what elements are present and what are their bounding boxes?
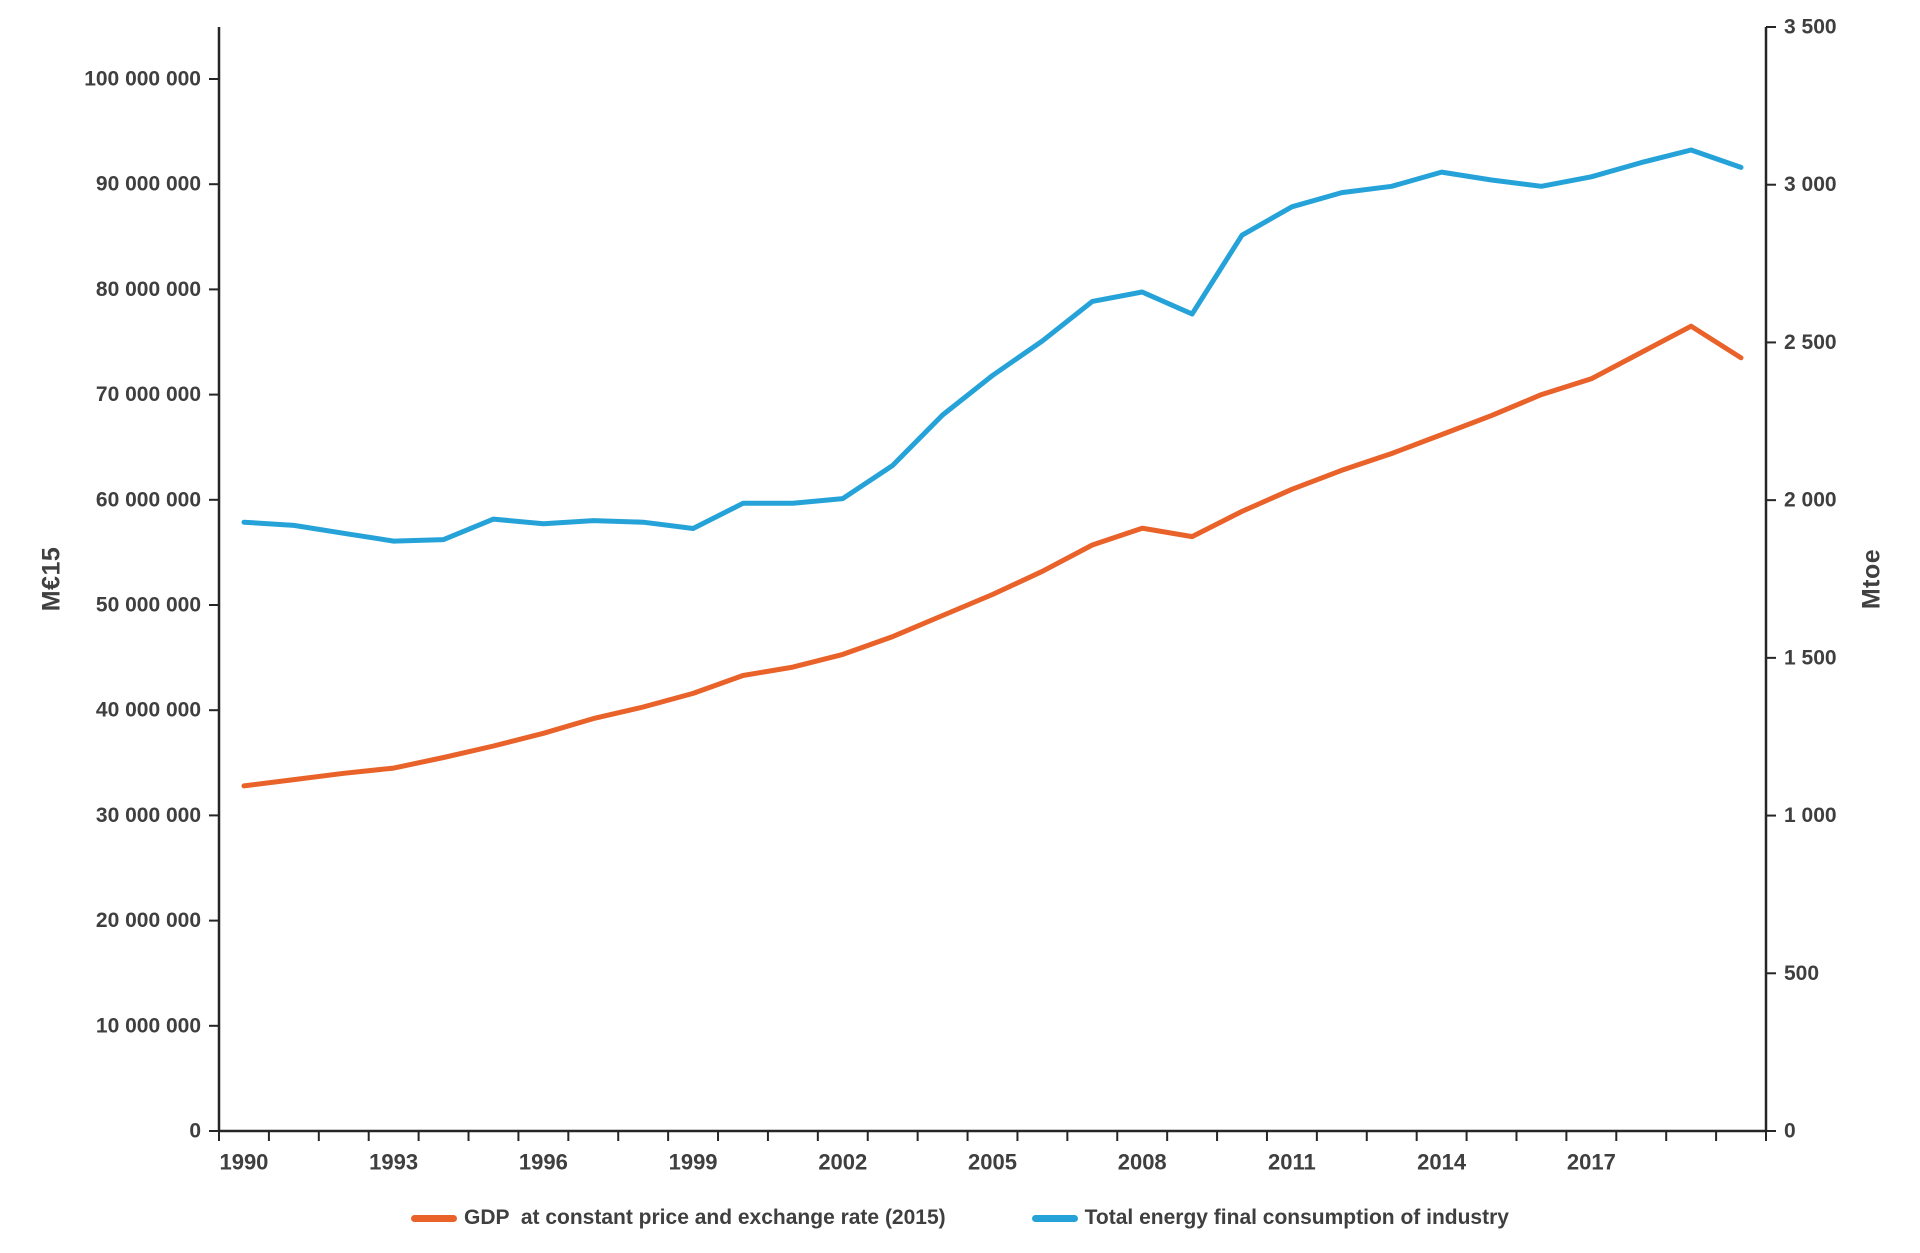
y-right-tick-label: 3 500 <box>1784 16 1837 39</box>
y-right-tick-label: 1 000 <box>1784 804 1837 827</box>
y-left-tick-label: 40 000 000 <box>96 699 201 722</box>
y-right-tick-label: 1 500 <box>1784 646 1837 669</box>
x-tick-label: 1993 <box>369 1150 418 1175</box>
energy-legend-swatch <box>1031 1214 1078 1222</box>
y-right-tick-label: 2 000 <box>1784 489 1837 512</box>
x-tick-label: 2002 <box>818 1150 867 1175</box>
y-left-tick-label: 90 000 000 <box>96 173 201 196</box>
x-tick-label: 1999 <box>669 1150 718 1175</box>
x-tick-label: 2011 <box>1268 1150 1316 1175</box>
x-tick-label: 2014 <box>1417 1150 1467 1175</box>
y-left-tick-label: 0 <box>189 1120 201 1143</box>
left-axis-title: M€15 <box>37 546 66 612</box>
y-left-tick-label: 10 000 000 <box>96 1014 201 1037</box>
y-right-tick-label: 3 000 <box>1784 173 1837 196</box>
x-tick-label: 1996 <box>519 1150 568 1175</box>
y-left-tick-label: 100 000 000 <box>84 68 201 91</box>
right-axis-title: Mtoe <box>1857 548 1886 610</box>
y-right-tick-label: 500 <box>1784 962 1819 985</box>
gdp-line <box>241 323 1744 789</box>
energy-legend-label: Total energy final consumption of indust… <box>1084 1206 1509 1229</box>
legend: GDP at constant price and exchange rate … <box>0 1196 1920 1240</box>
x-tick-label: 2005 <box>968 1150 1017 1175</box>
x-tick-label: 2017 <box>1567 1150 1616 1175</box>
y-left-tick-label: 60 000 000 <box>96 488 201 511</box>
gdp-legend-label: GDP at constant price and exchange rate … <box>464 1206 946 1229</box>
y-left-tick-label: 50 000 000 <box>96 594 201 617</box>
x-tick-label: 2008 <box>1118 1150 1167 1175</box>
x-tick-label: 1990 <box>219 1150 268 1175</box>
y-left-tick-label: 20 000 000 <box>96 909 201 932</box>
y-left-tick-label: 70 000 000 <box>96 383 201 406</box>
y-right-tick-label: 0 <box>1784 1120 1796 1143</box>
y-left-tick-label: 30 000 000 <box>96 804 201 827</box>
gdp-legend-swatch <box>411 1214 458 1222</box>
legend-item-energy: Total energy final consumption of indust… <box>1031 1206 1509 1230</box>
legend-item-gdp: GDP at constant price and exchange rate … <box>411 1206 946 1230</box>
energy-line <box>241 147 1744 544</box>
y-right-tick-label: 2 500 <box>1784 331 1837 354</box>
y-left-tick-label: 80 000 000 <box>96 278 201 301</box>
